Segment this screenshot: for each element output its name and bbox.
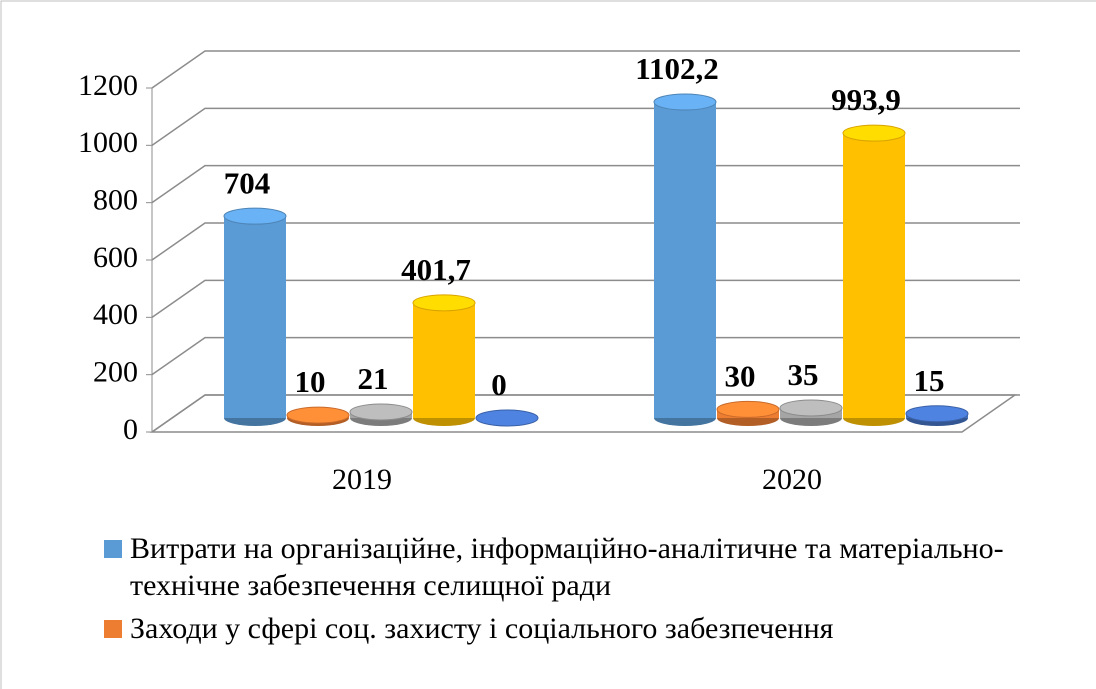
legend-swatch <box>104 620 122 638</box>
bar-top <box>780 400 842 416</box>
y-tick-label: 600 <box>93 241 138 274</box>
value-label: 1102,2 <box>635 51 719 86</box>
value-label: 21 <box>358 361 389 396</box>
legend-item: Витрати на організаційне, інформаційно-а… <box>104 530 1034 604</box>
y-tick-label: 0 <box>123 413 138 446</box>
chart: 0 200 400 600 800 1000 1200 2019 704 10 21 401,7 0 20… <box>0 0 1096 689</box>
bar-top <box>476 410 538 426</box>
x-tick-label: 2020 <box>762 463 822 496</box>
legend-swatch <box>104 540 122 558</box>
y-tick-label: 1200 <box>78 69 138 102</box>
bar-top <box>350 404 412 420</box>
bar-top <box>224 208 286 224</box>
y-tick-label: 1000 <box>78 126 138 159</box>
value-label: 401,7 <box>401 252 471 287</box>
value-label: 704 <box>224 165 271 200</box>
legend: Витрати на організаційне, інформаційно-а… <box>104 530 1034 653</box>
value-label: 35 <box>788 357 819 392</box>
x-tick-label: 2019 <box>332 463 392 496</box>
legend-label: Заходи у сфері соц. захисту і соціальног… <box>130 610 833 647</box>
legend-label: Витрати на організаційне, інформаційно-а… <box>130 530 1034 604</box>
legend-item: Заходи у сфері соц. захисту і соціальног… <box>104 610 1034 647</box>
value-label: 0 <box>491 367 507 402</box>
value-label: 15 <box>914 363 945 398</box>
value-label: 30 <box>725 359 756 394</box>
bar <box>224 216 286 418</box>
bar <box>413 303 475 418</box>
y-tick-label: 400 <box>93 298 138 331</box>
bar-top <box>843 125 905 141</box>
bar-top <box>287 407 349 423</box>
bar-top <box>906 406 968 422</box>
y-tick-label: 200 <box>93 356 138 389</box>
bar-top <box>413 295 475 311</box>
value-label: 993,9 <box>831 82 901 117</box>
value-label: 10 <box>295 364 326 399</box>
bar-top <box>717 401 779 417</box>
bar <box>654 102 716 418</box>
bar-top <box>654 94 716 110</box>
bar <box>843 133 905 418</box>
y-tick-label: 800 <box>93 184 138 217</box>
